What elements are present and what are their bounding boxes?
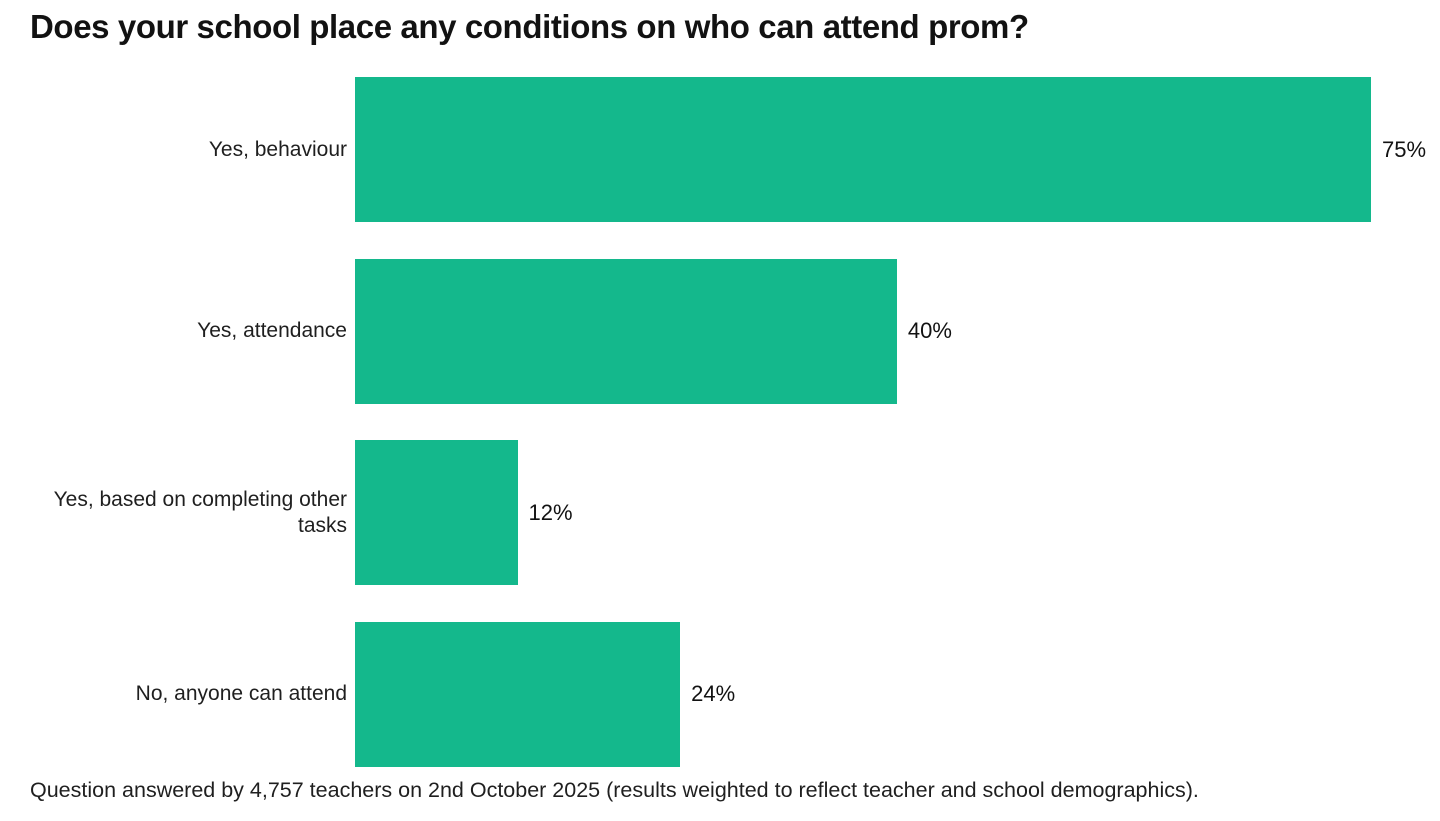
- bar: [355, 258, 897, 404]
- category-label: Yes, based on completing other tasks: [53, 488, 347, 537]
- bar-row: No, anyone can attend 24%: [0, 621, 1440, 767]
- bar-row: Yes, based on completing other tasks 12%: [0, 440, 1440, 585]
- value-label: 75%: [1382, 136, 1427, 162]
- value-label: 12%: [528, 499, 573, 525]
- bar-row: Yes, attendance 40%: [0, 258, 1440, 404]
- bar-track: 12%: [355, 440, 1440, 585]
- value-label: 40%: [907, 318, 952, 343]
- bar: [355, 440, 518, 585]
- category-label: No, anyone can attend: [135, 682, 347, 706]
- bar-row: Yes, behaviour 75%: [0, 77, 1440, 222]
- bar: [355, 77, 1371, 222]
- value-label: 24%: [691, 681, 736, 706]
- bar-chart: Yes, behaviour 75% Yes, attendance 40% Yes, …: [0, 77, 1440, 767]
- category-label: Yes, behaviour: [208, 137, 347, 161]
- bar: [355, 621, 681, 767]
- bar-track: 24%: [355, 621, 1440, 767]
- bar-track: 75%: [355, 77, 1440, 222]
- category-label: Yes, attendance: [197, 319, 347, 343]
- bar-track: 40%: [355, 258, 1440, 404]
- source-footnote: Question answered by 4,757 teachers on 2…: [30, 778, 1199, 802]
- chart-title: Does your school place any conditions on…: [30, 8, 1029, 45]
